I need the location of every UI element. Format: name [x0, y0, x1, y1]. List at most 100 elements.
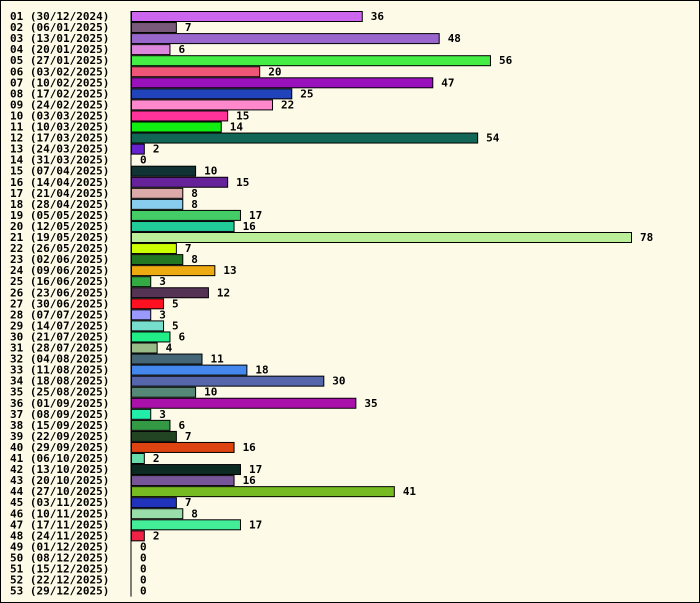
value-label: 2 — [153, 452, 160, 465]
value-label: 8 — [191, 507, 198, 520]
bar — [131, 353, 203, 365]
category-label: 22 (26/05/2025) — [10, 242, 109, 255]
category-label: 48 (24/11/2025) — [10, 529, 109, 542]
category-label: 28 (07/07/2025) — [10, 308, 109, 321]
bar — [131, 464, 241, 476]
value-label: 8 — [191, 253, 198, 266]
value-label: 16 — [243, 441, 257, 454]
value-label: 3 — [159, 275, 166, 288]
category-label: 04 (20/01/2025) — [10, 43, 109, 56]
bar — [131, 276, 152, 288]
value-label: 12 — [217, 286, 230, 299]
category-label: 52 (22/12/2025) — [10, 574, 109, 587]
bar — [131, 265, 216, 277]
bar — [131, 298, 165, 310]
category-label: 21 (19/05/2025) — [10, 231, 109, 244]
bar — [131, 364, 248, 376]
category-label: 35 (25/08/2025) — [10, 386, 109, 399]
value-label: 16 — [243, 220, 257, 233]
bar — [131, 342, 158, 354]
category-label: 33 (11/08/2025) — [10, 364, 109, 377]
bar — [131, 430, 177, 442]
category-label: 30 (21/07/2025) — [10, 330, 109, 343]
category-label: 18 (28/04/2025) — [10, 198, 109, 211]
value-label: 16 — [243, 474, 257, 487]
category-label: 09 (24/02/2025) — [10, 98, 109, 111]
category-label: 46 (10/11/2025) — [10, 507, 109, 520]
bar — [131, 419, 171, 431]
category-label: 42 (13/10/2025) — [10, 463, 109, 476]
value-label: 78 — [640, 231, 653, 244]
value-label: 2 — [153, 529, 160, 542]
bar — [131, 132, 479, 144]
category-label: 15 (07/04/2025) — [10, 165, 109, 178]
value-label: 17 — [249, 209, 262, 222]
category-label: 20 (12/05/2025) — [10, 220, 109, 233]
value-label: 0 — [140, 585, 147, 598]
bar — [131, 99, 274, 111]
bar — [131, 110, 229, 122]
bar — [131, 243, 177, 255]
category-label: 23 (02/06/2025) — [10, 253, 109, 266]
category-label: 51 (15/12/2025) — [10, 563, 109, 576]
bar — [131, 475, 235, 487]
value-label: 0 — [140, 154, 147, 167]
bar — [131, 497, 177, 509]
category-label: 49 (01/12/2025) — [10, 540, 109, 553]
category-label: 01 (30/12/2024) — [10, 10, 109, 23]
bar — [131, 33, 440, 45]
category-label: 40 (29/09/2025) — [10, 441, 109, 454]
value-label: 15 — [236, 176, 249, 189]
category-label: 16 (14/04/2025) — [10, 176, 109, 189]
value-label: 4 — [166, 342, 173, 355]
category-label: 43 (20/10/2025) — [10, 474, 109, 487]
bar — [131, 508, 184, 520]
bar — [131, 187, 184, 199]
value-label: 15 — [236, 109, 249, 122]
category-label: 53 (29/12/2025) — [10, 585, 109, 598]
value-label: 17 — [249, 518, 262, 531]
value-label: 8 — [191, 198, 198, 211]
category-label: 08 (17/02/2025) — [10, 87, 109, 100]
bars-layer: 01 (30/12/2024) 3 6 02 (06/01/2025) 7 03 (13/… — [10, 10, 653, 598]
bar — [131, 397, 357, 409]
value-label: 20 — [268, 65, 281, 78]
bar — [131, 375, 325, 387]
value-label: 7 — [185, 21, 192, 34]
bar — [131, 441, 235, 453]
value-label: 18 — [255, 364, 268, 377]
value-label: 10 — [204, 165, 217, 178]
bar — [131, 55, 491, 67]
category-label: 13 (24/03/2025) — [10, 143, 109, 156]
bar — [131, 530, 145, 542]
value-label: 0 — [140, 574, 147, 587]
category-label: 10 (03/03/2025) — [10, 109, 109, 122]
category-label: 41 (06/10/2025) — [10, 452, 109, 465]
category-label: 31 (28/07/2025) — [10, 342, 109, 355]
category-label: 06 (03/02/2025) — [10, 65, 109, 78]
value-label: 0 — [140, 540, 147, 553]
category-label: 02 (06/01/2025) — [10, 21, 109, 34]
value-label: 22 — [281, 98, 294, 111]
value-label: 11 — [211, 353, 225, 366]
value-label: 7 — [185, 242, 192, 255]
category-label: 45 (03/11/2025) — [10, 496, 109, 509]
category-label: 03 (13/01/2025) — [10, 32, 109, 45]
value-label: 8 — [191, 187, 198, 200]
bar — [131, 486, 395, 498]
bar — [131, 88, 293, 100]
category-label: 29 (14/07/2025) — [10, 319, 109, 332]
value-label: 56 — [499, 54, 513, 67]
value-label: 10 — [204, 386, 217, 399]
category-label: 25 (16/06/2025) — [10, 275, 109, 288]
category-label: 26 (23/06/2025) — [10, 286, 109, 299]
bar — [131, 198, 184, 210]
value-label: 6 — [178, 419, 185, 432]
value-label: 41 — [403, 485, 417, 498]
category-label: 07 (10/02/2025) — [10, 76, 109, 89]
bar — [131, 453, 145, 464]
category-label: 32 (04/08/2025) — [10, 353, 109, 366]
value-label: 25 — [300, 87, 313, 100]
